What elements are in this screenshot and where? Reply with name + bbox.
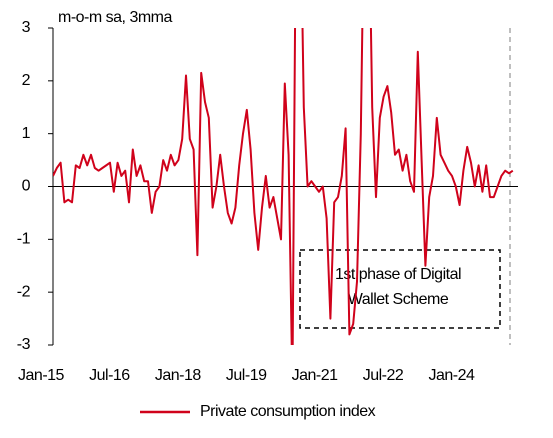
y-tick-label: 1 bbox=[22, 125, 31, 142]
x-tick-label: Jul-22 bbox=[363, 367, 404, 384]
x-tick-label: Jan-21 bbox=[292, 367, 339, 384]
x-tick-label: Jul-19 bbox=[226, 367, 267, 384]
y-tick-label: -1 bbox=[17, 231, 31, 248]
y-tick-label: 3 bbox=[22, 19, 31, 36]
y-tick-label: -3 bbox=[17, 336, 31, 353]
x-tick-label: Jan-15 bbox=[18, 367, 65, 384]
x-tick-label: Jul-16 bbox=[89, 367, 130, 384]
x-tick-label: Jan-24 bbox=[428, 367, 475, 384]
annotation: Wallet Scheme bbox=[348, 291, 449, 308]
legend-label: Private consumption index bbox=[200, 403, 376, 420]
y-tick-label: 0 bbox=[22, 178, 31, 195]
annotation: 1st phase of Digital bbox=[335, 266, 461, 283]
annotation-box bbox=[299, 249, 501, 329]
y-tick-label: 2 bbox=[22, 72, 31, 89]
unit-label: m-o-m sa, 3mma bbox=[58, 9, 173, 26]
y-tick-label: -2 bbox=[17, 283, 31, 300]
x-tick-label: Jan-18 bbox=[155, 367, 202, 384]
series-line bbox=[53, 28, 514, 345]
